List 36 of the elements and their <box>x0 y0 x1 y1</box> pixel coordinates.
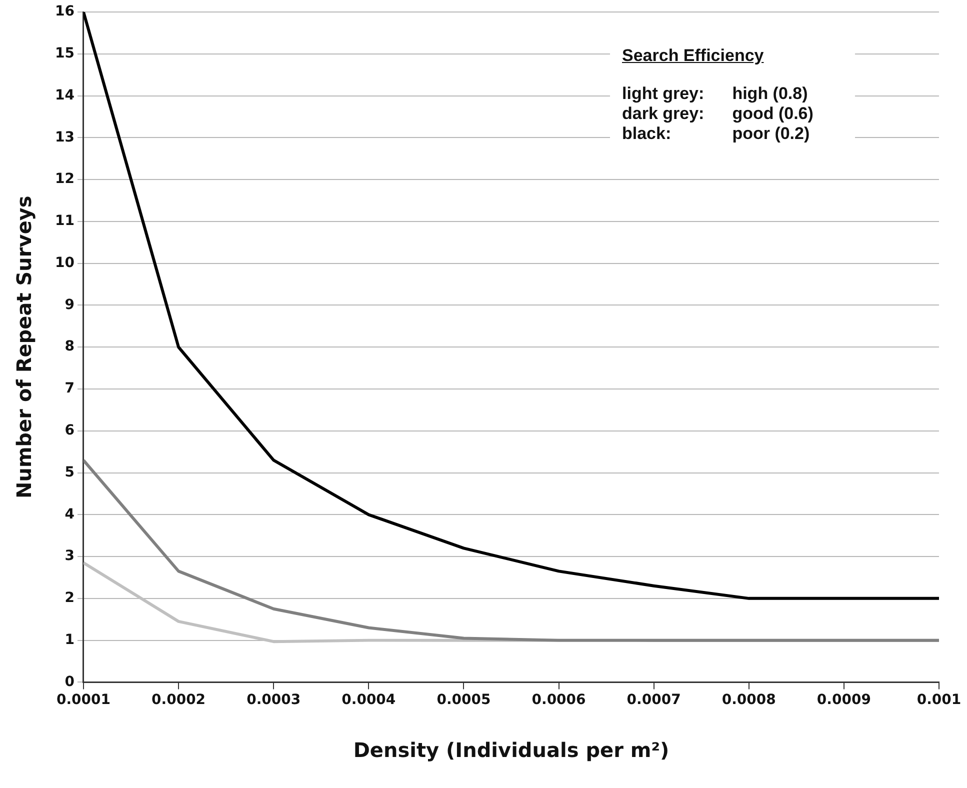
annotation: poor (0.2) <box>732 124 811 144</box>
x-tick-label: 0.0007 <box>626 692 681 708</box>
y-tick-label: 7 <box>64 380 74 397</box>
x-tick-label: 0.001 <box>916 692 962 708</box>
y-tick-label: 16 <box>55 4 74 20</box>
y-axis-title: Number of Repeat Surveys <box>12 196 36 499</box>
x-tick-label: 0.0002 <box>152 692 206 708</box>
annotation: good (0.6) <box>732 104 814 124</box>
annotation: high (0.8) <box>732 84 809 104</box>
y-tick-label: 8 <box>64 338 74 355</box>
y-tick-label: 6 <box>64 422 74 439</box>
y-tick-label: 11 <box>55 213 74 230</box>
y-tick-label: 14 <box>55 87 75 104</box>
y-tick-label: 10 <box>55 254 75 271</box>
y-tick-label: 12 <box>55 171 74 188</box>
annotation: dark grey: <box>622 104 706 124</box>
annotation: light grey: <box>622 84 706 104</box>
annotation: Search Efficiency <box>622 46 765 66</box>
x-tick-label: 0.0004 <box>342 692 396 708</box>
annotation: black: <box>622 124 672 144</box>
y-tick-label: 2 <box>64 590 74 606</box>
x-tick-label: 0.0003 <box>246 692 301 708</box>
y-tick-label: 1 <box>64 632 74 648</box>
y-tick-label: 4 <box>64 506 75 522</box>
x-tick-label: 0.0008 <box>722 692 776 708</box>
y-tick-label: 3 <box>64 548 74 564</box>
x-axis-title: Density (Individuals per m²) <box>353 738 670 762</box>
y-tick-label: 15 <box>55 46 74 62</box>
y-tick-label: 5 <box>64 464 74 480</box>
x-tick-label: 0.0009 <box>816 692 871 708</box>
y-tick-label: 0 <box>64 674 75 690</box>
x-tick-label: 0.0005 <box>436 692 491 708</box>
x-tick-label: 0.0006 <box>532 692 586 708</box>
x-tick-label: 0.0001 <box>56 692 110 708</box>
y-tick-label: 9 <box>64 296 74 313</box>
y-tick-label: 13 <box>55 129 74 146</box>
